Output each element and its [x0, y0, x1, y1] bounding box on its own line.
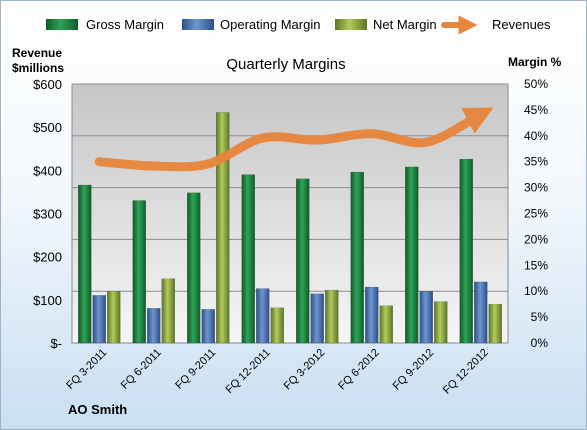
right-tick-label: 10% [524, 284, 548, 298]
bar-gross-margin-fq-9-2011 [187, 192, 201, 344]
bar-operating-margin-fq-6-2012 [365, 286, 379, 344]
right-tick-label: 45% [524, 103, 548, 117]
legend-item-net-margin: Net Margin [335, 17, 437, 32]
revenue-line [94, 107, 494, 172]
x-tick-label: FQ 3-2012 [282, 347, 328, 393]
right-tick-label: 15% [524, 258, 548, 272]
right-tick-label: 20% [524, 232, 548, 246]
bar-net-margin-fq-6-2011 [161, 278, 175, 344]
bar-net-margin-fq-12-2012 [488, 303, 502, 344]
left-tick-label: $300 [33, 207, 62, 222]
bar-gross-margin-fq-6-2012 [350, 171, 364, 344]
right-tick-label: 5% [531, 310, 549, 324]
legend-label-net-margin: Net Margin [373, 17, 437, 32]
bar-net-margin-fq-6-2012 [379, 305, 393, 344]
bar-operating-margin-fq-3-2012 [310, 293, 324, 344]
right-axis-label: Margin % [508, 55, 562, 69]
chart-title: Quarterly Margins [226, 56, 345, 73]
x-tick-label: FQ 6-2012 [336, 347, 382, 393]
left-axis-label-line2: $millions [12, 61, 64, 75]
x-tick-label: FQ 9-2012 [391, 347, 437, 393]
bar-net-margin-fq-12-2011 [270, 307, 284, 344]
bar-gross-margin-fq-12-2011 [241, 174, 255, 344]
left-tick-label: $600 [33, 77, 62, 92]
left-tick-label: $200 [33, 250, 62, 265]
legend-item-gross-margin: Gross Margin [46, 17, 164, 32]
right-tick-label: 40% [524, 129, 548, 143]
x-tick-label: FQ 12-2012 [441, 347, 491, 397]
x-axis-ticks: FQ 3-2011 FQ 6-2011 FQ 9-2011 FQ 12-2011 FQ … [64, 347, 491, 397]
bar-gross-margin-fq-6-2011 [132, 200, 146, 344]
legend-swatch-gross-margin [46, 19, 78, 30]
legend-item-operating-margin: Operating Margin [182, 17, 320, 32]
x-tick-label: FQ 9-2011 [173, 347, 218, 392]
right-tick-label: 50% [524, 77, 548, 91]
bar-operating-margin-fq-9-2012 [419, 290, 433, 344]
x-tick-label: FQ 12-2011 [223, 347, 272, 396]
bar-operating-margin-fq-6-2011 [147, 308, 161, 344]
company-name: AO Smith [68, 402, 127, 417]
bar-operating-margin-fq-12-2012 [474, 281, 488, 344]
bar-gross-margin-fq-3-2012 [296, 178, 310, 344]
legend-swatch-net-margin [335, 19, 367, 30]
bar-operating-margin-fq-3-2011 [92, 295, 106, 344]
bar-net-margin-fq-9-2012 [434, 301, 448, 344]
left-tick-label: $100 [33, 293, 62, 308]
bars [78, 112, 502, 344]
left-axis-ticks: $- $100 $200 $300 $400 $500 $600 [33, 77, 62, 351]
x-tick-label: FQ 6-2011 [119, 347, 164, 392]
revenue-line-group [94, 107, 494, 172]
right-tick-label: 0% [531, 336, 549, 350]
left-tick-label: $500 [33, 120, 62, 135]
bar-gross-margin-fq-9-2012 [405, 166, 419, 344]
bar-net-margin-fq-3-2011 [107, 290, 121, 344]
legend-label-revenues: Revenues [492, 17, 551, 32]
legend-swatch-operating-margin [182, 19, 214, 30]
left-axis-label-line1: Revenue [12, 46, 62, 60]
legend-label-gross-margin: Gross Margin [86, 17, 164, 32]
bar-operating-margin-fq-9-2011 [201, 309, 215, 344]
legend-item-revenues: Revenues [441, 15, 551, 35]
bar-net-margin-fq-3-2012 [325, 289, 339, 344]
left-tick-label: $- [50, 336, 62, 351]
bar-net-margin-fq-9-2011 [216, 112, 230, 344]
legend-label-operating-margin: Operating Margin [220, 17, 320, 32]
bar-gross-margin-fq-12-2012 [459, 158, 473, 344]
right-tick-label: 25% [524, 207, 548, 221]
right-tick-label: 30% [524, 181, 548, 195]
legend: Gross Margin Operating Margin Net Margin… [46, 15, 551, 35]
right-tick-label: 35% [524, 155, 548, 169]
x-tick-label: FQ 3-2011 [64, 347, 109, 392]
bar-gross-margin-fq-3-2011 [78, 184, 92, 344]
bar-operating-margin-fq-12-2011 [256, 288, 270, 344]
left-tick-label: $400 [33, 163, 62, 178]
right-axis-ticks: 0% 5% 10% 15% 20% 25% 30% 35% 40% 45% 50% [524, 77, 548, 350]
